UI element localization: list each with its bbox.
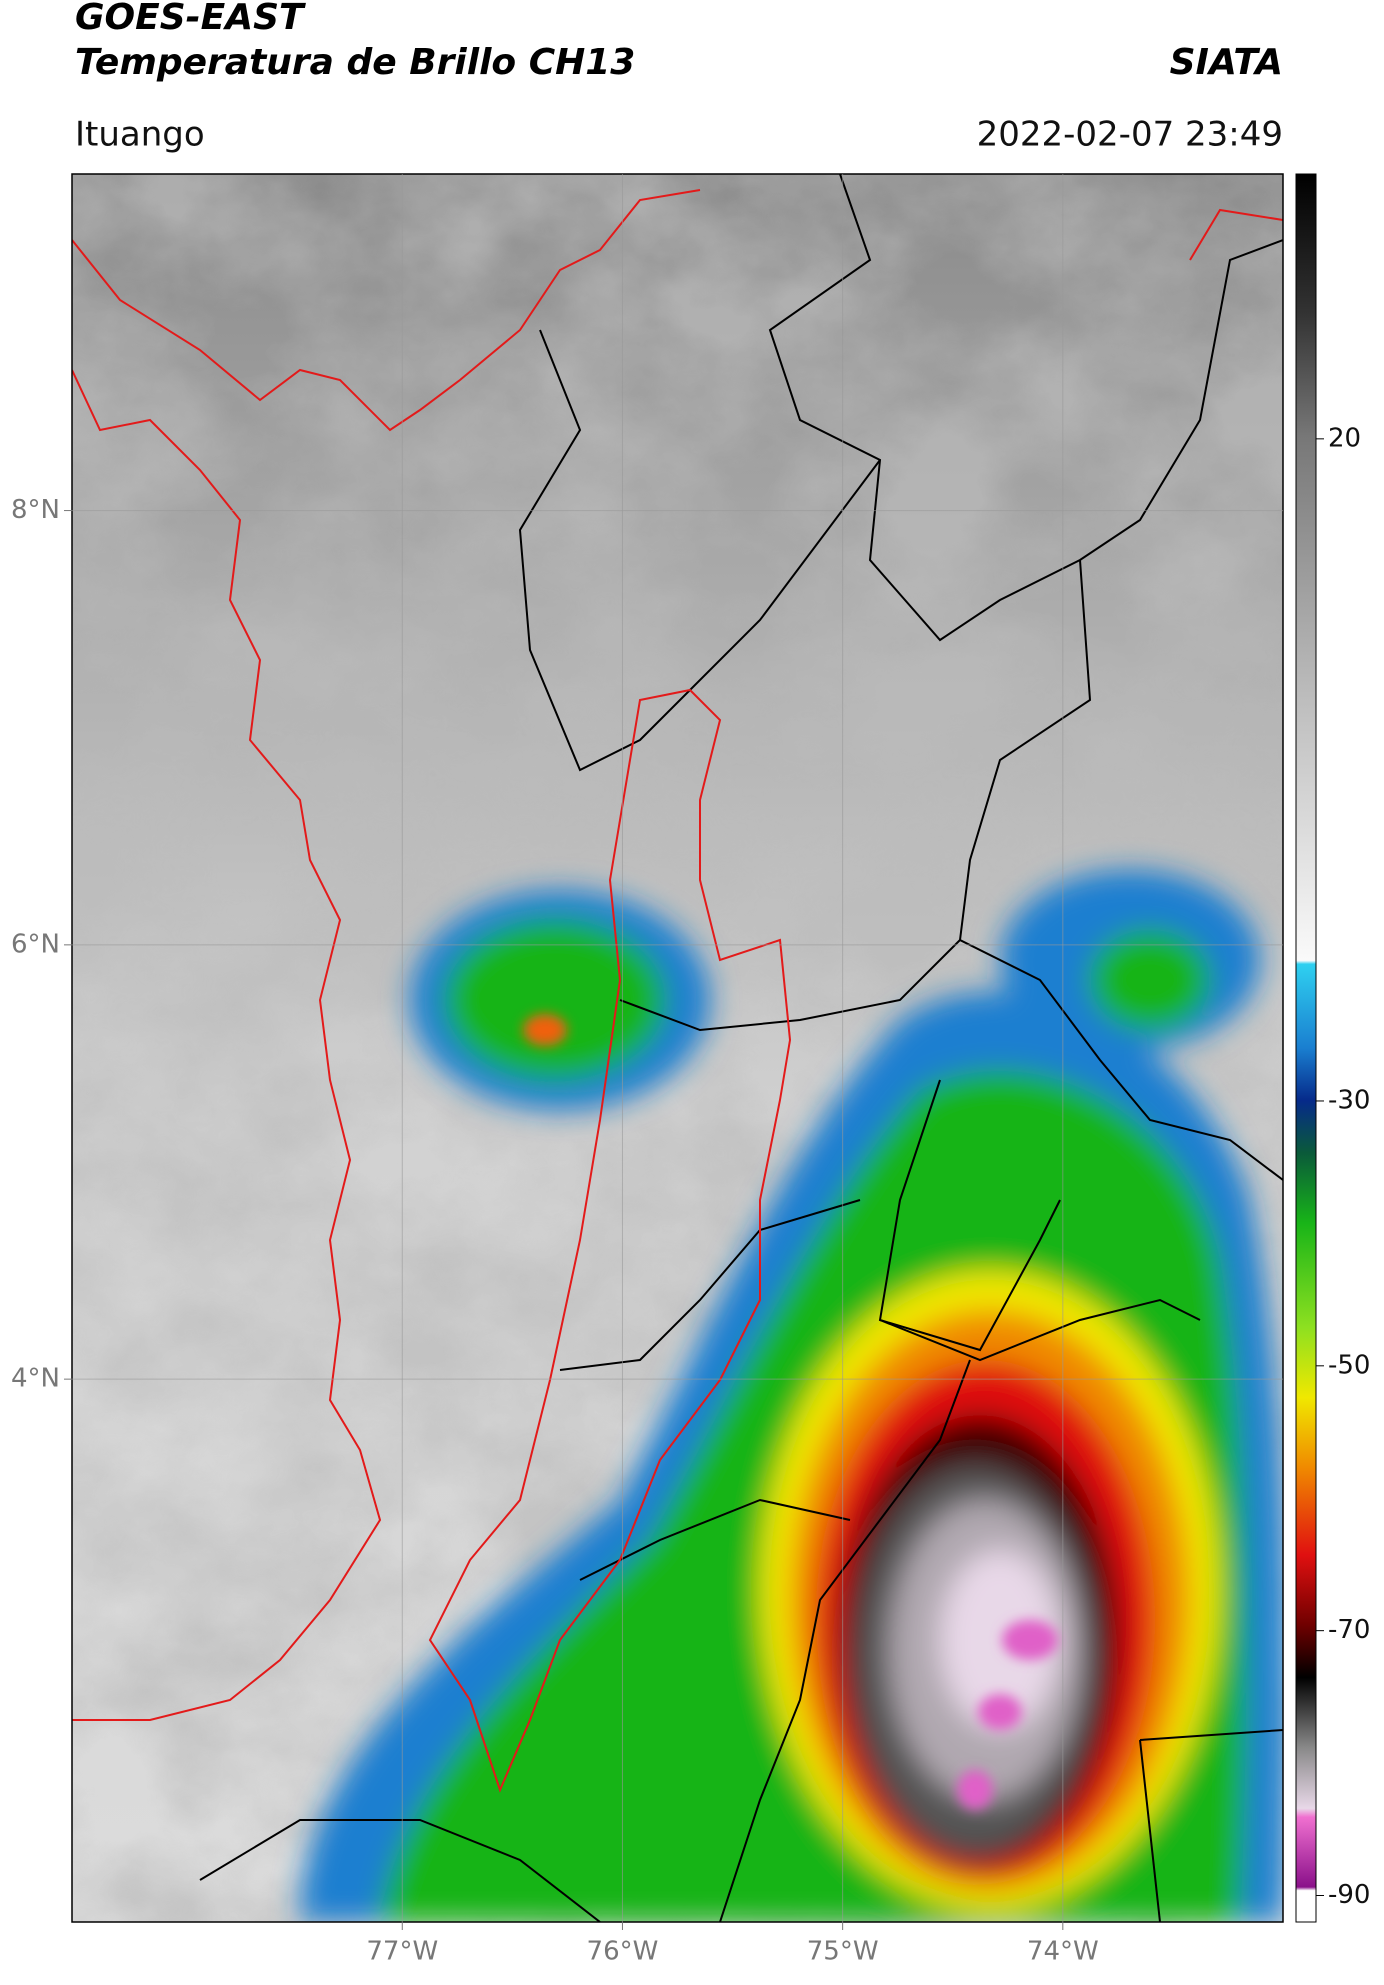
y-tick-label: 6°N xyxy=(11,929,60,959)
map-frame xyxy=(71,173,1284,1923)
colorbar-tick-label: 20 xyxy=(1328,423,1361,453)
location: Ituango xyxy=(75,115,205,155)
title: GOES-EAST xyxy=(75,0,306,38)
imagery xyxy=(72,174,1283,1922)
colorbar-tick-label: -30 xyxy=(1328,1085,1370,1115)
colorbar xyxy=(1295,173,1317,1923)
subtitle: Temperatura de Brillo CH13 xyxy=(75,42,635,83)
x-tick-label: 77°W xyxy=(366,1937,438,1967)
colorbar-tick-label: -70 xyxy=(1328,1615,1370,1645)
colorbar-tick-label: -90 xyxy=(1328,1880,1370,1910)
colorbar-tick-label: -50 xyxy=(1328,1350,1370,1380)
y-tick-label: 8°N xyxy=(11,495,60,525)
y-tick-label: 4°N xyxy=(11,1364,60,1394)
x-tick-label: 74°W xyxy=(1027,1937,1099,1967)
x-tick-label: 76°W xyxy=(587,1937,659,1967)
x-tick-label: 75°W xyxy=(807,1937,879,1967)
source: SIATA xyxy=(1170,42,1283,83)
datetime: 2022-02-07 23:49 xyxy=(977,115,1283,155)
